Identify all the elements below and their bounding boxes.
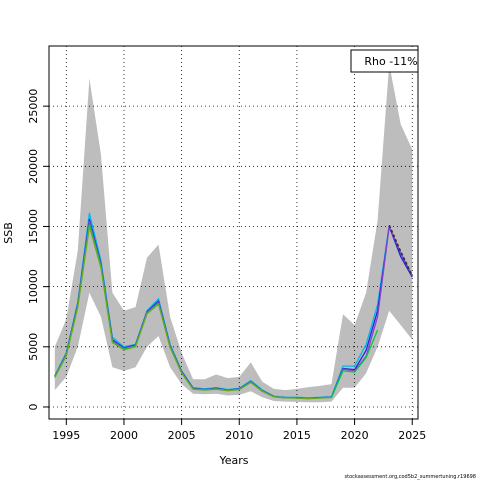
y-axis: 0 5000 10000 15000 20000 25000 [27,89,49,410]
y-tick-label: 25000 [27,89,40,124]
x-tick-label: 2020 [341,429,369,442]
x-tick-label: 1995 [52,429,80,442]
confidence-band-area [54,64,413,403]
x-tick-label: 2000 [110,429,138,442]
series-line-4 [388,224,414,277]
x-tick-label: 2015 [283,429,311,442]
confidence-band [54,64,413,403]
y-tick-label: 5000 [27,333,40,361]
legend-box [350,49,419,73]
legend-text: Rho -11% [364,55,417,68]
plot-frame [48,45,419,420]
x-tick-label: 2025 [398,429,426,442]
x-tick-label: 2005 [168,429,196,442]
y-axis-title: SSB [2,222,15,244]
x-tick-label: 2010 [225,429,253,442]
y-tick-label: 10000 [27,269,40,304]
caption: stockassessment.org,cod5b2_summertuning.… [345,474,476,480]
series-lines [54,212,414,400]
x-axis-title: Years [218,454,248,467]
y-tick-label: 0 [27,403,40,410]
y-tick-label: 15000 [27,209,40,244]
series-line-6 [54,225,332,400]
x-axis: 1995 2000 2005 2010 2015 2020 2025 [52,419,426,442]
legend: Rho -11% [350,49,419,73]
grid [49,46,418,419]
y-tick-label: 20000 [27,149,40,184]
